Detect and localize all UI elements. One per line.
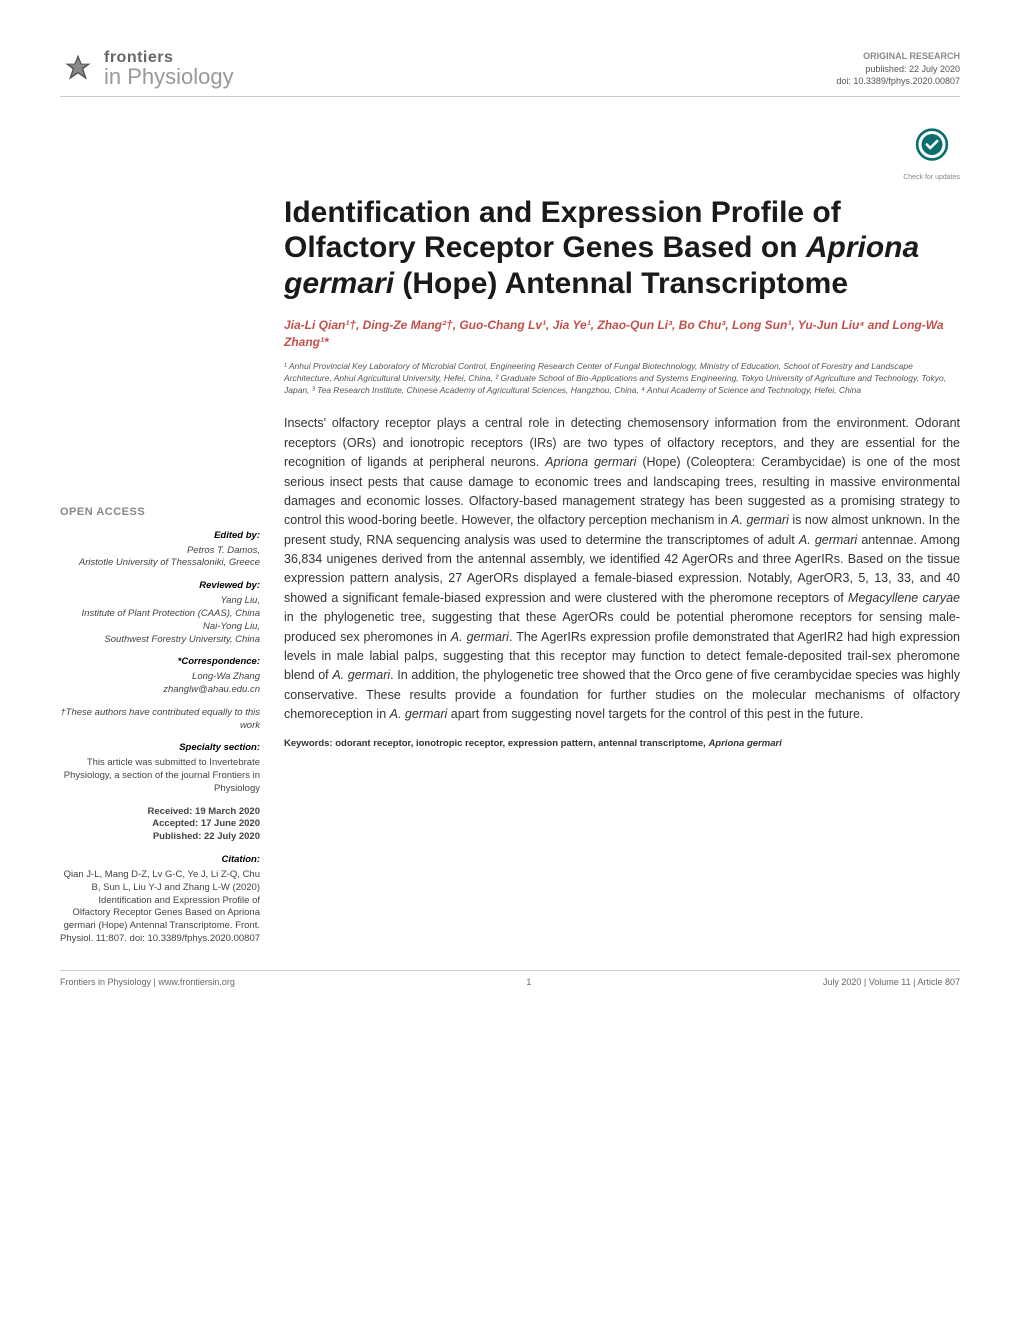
frontiers-logo-icon: [60, 51, 96, 87]
doi-link[interactable]: doi: 10.3389/fphys.2020.00807: [836, 75, 960, 88]
footer: Frontiers in Physiology | www.frontiersi…: [60, 970, 960, 987]
specialty-text: This article was submitted to Invertebra…: [60, 757, 260, 795]
keywords: Keywords: odorant receptor, ionotropic r…: [284, 738, 960, 749]
correspondence-label: *Correspondence:: [60, 656, 260, 669]
keywords-label: Keywords:: [284, 738, 335, 749]
title-part1: Identification and Expression Profile of…: [284, 196, 841, 264]
received-date-text: Received: 19 March 2020: [148, 806, 260, 817]
edited-by-label: Edited by:: [60, 530, 260, 543]
page: frontiers in Physiology ORIGINAL RESEARC…: [0, 0, 1020, 1027]
accepted-date-text: Accepted: 17 June 2020: [152, 818, 260, 829]
abs-ital1: Apriona germari: [545, 455, 636, 469]
check-updates-label: Check for updates: [903, 174, 960, 181]
correspondence-email[interactable]: zhanglw@ahau.edu.cn: [60, 684, 260, 697]
abs-ital5: A. germari: [451, 630, 509, 644]
published-date: published: 22 July 2020: [836, 63, 960, 76]
keywords-italic: Apriona germari: [708, 738, 781, 749]
citation-label: Citation:: [60, 854, 260, 867]
authors-line: Jia-Li Qian¹†, Ding-Ze Mang²†, Guo-Chang…: [284, 317, 960, 351]
abs-ital3: A. germari: [799, 533, 857, 547]
received-date: Received: 19 March 2020: [60, 806, 260, 819]
logo-text: frontiers in Physiology: [104, 50, 234, 88]
title-part2: (Hope) Antennal Transcriptome: [394, 267, 848, 300]
article-type: ORIGINAL RESEARCH: [836, 50, 960, 63]
contribution-note: †These authors have contributed equally …: [60, 707, 260, 733]
footer-right: July 2020 | Volume 11 | Article 807: [823, 977, 960, 987]
citation-text: Qian J-L, Mang D-Z, Lv G-C, Ye J, Li Z-Q…: [60, 869, 260, 946]
header-meta: ORIGINAL RESEARCH published: 22 July 202…: [836, 50, 960, 88]
journal-logo: frontiers in Physiology: [60, 50, 234, 88]
sidebar: OPEN ACCESS Edited by: Petros T. Damos, …: [60, 195, 260, 946]
accepted-date: Accepted: 17 June 2020: [60, 818, 260, 831]
keywords-text: odorant receptor, ionotropic receptor, e…: [335, 738, 708, 749]
abs-ital7: A. germari: [390, 707, 448, 721]
abs-ital2: A. germari: [731, 513, 789, 527]
abs-s8: apart from suggesting novel targets for …: [447, 707, 863, 721]
footer-page-number: 1: [526, 977, 531, 987]
published-date: Published: 22 July 2020: [60, 831, 260, 844]
article-title: Identification and Expression Profile of…: [284, 195, 960, 301]
reviewer2-name: Nai-Yong Liu,: [60, 621, 260, 634]
affiliations: ¹ Anhui Provincial Key Laboratory of Mic…: [284, 361, 960, 397]
published-date-text: Published: 22 July 2020: [153, 831, 260, 842]
reviewer2-affil: Southwest Forestry University, China: [60, 634, 260, 647]
abs-ital4: Megacyllene caryae: [848, 591, 960, 605]
editor-affil: Aristotle University of Thessaloniki, Gr…: [60, 557, 260, 570]
logo-bottom: in Physiology: [104, 66, 234, 88]
header: frontiers in Physiology ORIGINAL RESEARC…: [60, 50, 960, 97]
reviewed-by-label: Reviewed by:: [60, 580, 260, 593]
editor-name: Petros T. Damos,: [60, 545, 260, 558]
check-updates-box: Check for updates: [60, 127, 960, 181]
footer-left[interactable]: Frontiers in Physiology | www.frontiersi…: [60, 977, 235, 987]
abs-ital6: A. germari: [332, 668, 390, 682]
abstract: Insects' olfactory receptor plays a cent…: [284, 414, 960, 724]
reviewer1-affil: Institute of Plant Protection (CAAS), Ch…: [60, 608, 260, 621]
correspondence-name: Long-Wa Zhang: [60, 671, 260, 684]
open-access-badge: OPEN ACCESS: [60, 505, 260, 520]
specialty-label: Specialty section:: [60, 742, 260, 755]
two-column-layout: OPEN ACCESS Edited by: Petros T. Damos, …: [60, 195, 960, 946]
main-column: Identification and Expression Profile of…: [284, 195, 960, 946]
reviewer1-name: Yang Liu,: [60, 595, 260, 608]
check-updates-icon[interactable]: [911, 127, 953, 169]
